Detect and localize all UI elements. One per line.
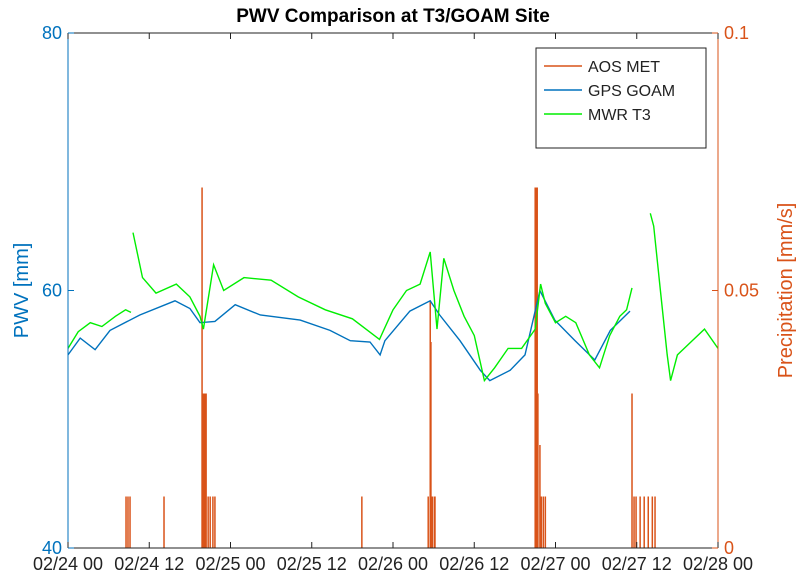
legend-label: MWR T3: [588, 107, 651, 124]
legend-label: GPS GOAM: [588, 83, 675, 100]
legend-box: [535, 47, 707, 149]
x-tick-label: 02/24 12: [114, 554, 184, 574]
chart-title: PWV Comparison at T3/GOAM Site: [236, 6, 550, 27]
y-tick-label: 60: [42, 281, 62, 301]
x-tick-label: 02/27 00: [520, 554, 590, 574]
y2-tick-label: 0.05: [724, 281, 759, 301]
legend-label: AOS MET: [588, 59, 660, 76]
y-axis-label: PWV [mm]: [11, 243, 33, 339]
y2-tick-label: 0: [724, 538, 734, 558]
series-line: [67, 213, 719, 383]
x-tick-label: 02/28 00: [683, 554, 753, 574]
y2-axis-label: Precipitation [mm/s]: [775, 203, 797, 379]
x-tick-label: 02/26 00: [358, 554, 428, 574]
y2-tick-label: 0.1: [724, 23, 749, 43]
x-tick-label: 02/27 12: [602, 554, 672, 574]
x-tick-label: 02/25 00: [195, 554, 265, 574]
x-tick-label: 02/26 12: [439, 554, 509, 574]
y-tick-label: 80: [42, 23, 62, 43]
x-tick-label: 02/24 00: [33, 554, 103, 574]
y-tick-label: 40: [42, 538, 62, 558]
x-tick-label: 02/25 12: [277, 554, 347, 574]
